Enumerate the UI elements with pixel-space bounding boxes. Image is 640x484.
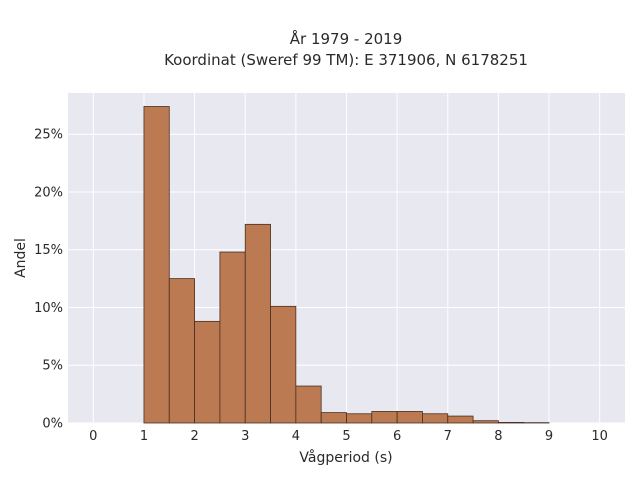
histogram-bar xyxy=(296,386,321,423)
histogram-bar xyxy=(448,416,473,423)
x-tick-label: 1 xyxy=(140,429,148,444)
y-tick-label: 25% xyxy=(34,128,63,143)
y-tick-labels: 0% 5% 10% 15% 20% 25% xyxy=(34,128,63,432)
y-tick-label: 10% xyxy=(34,301,63,316)
histogram-bar xyxy=(271,306,296,423)
y-tick-label: 0% xyxy=(42,417,63,432)
histogram-bar xyxy=(169,279,194,423)
x-tick-label: 5 xyxy=(342,429,350,444)
histogram-bar xyxy=(372,411,397,423)
chart-title-line-1: År 1979 - 2019 xyxy=(290,29,403,48)
x-tick-label: 7 xyxy=(444,429,452,444)
x-tick-label: 9 xyxy=(545,429,553,444)
histogram-bar xyxy=(144,107,169,423)
x-tick-label: 8 xyxy=(494,429,502,444)
histogram-bar xyxy=(245,224,270,423)
y-tick-label: 15% xyxy=(34,243,63,258)
x-tick-label: 0 xyxy=(89,429,97,444)
histogram-bar xyxy=(347,414,372,423)
histogram-bar xyxy=(498,422,523,423)
histogram-bar xyxy=(220,252,245,423)
y-axis-label: Andel xyxy=(13,238,29,278)
x-tick-label: 3 xyxy=(241,429,249,444)
y-tick-label: 5% xyxy=(42,359,63,374)
histogram-bar xyxy=(397,411,422,423)
x-tick-label: 10 xyxy=(591,429,608,444)
histogram-bar xyxy=(422,414,447,423)
x-tick-label: 4 xyxy=(292,429,300,444)
histogram-bar xyxy=(321,413,346,423)
x-tick-labels: 0 1 2 3 4 5 6 7 8 9 10 xyxy=(89,429,608,444)
chart-title-line-2: Koordinat (Sweref 99 TM): E 371906, N 61… xyxy=(164,51,528,69)
y-tick-label: 20% xyxy=(34,185,63,200)
x-tick-label: 2 xyxy=(190,429,198,444)
histogram-bar xyxy=(195,321,220,423)
x-tick-label: 6 xyxy=(393,429,401,444)
x-axis-label: Vågperiod (s) xyxy=(299,449,392,466)
histogram-bar xyxy=(473,421,498,423)
